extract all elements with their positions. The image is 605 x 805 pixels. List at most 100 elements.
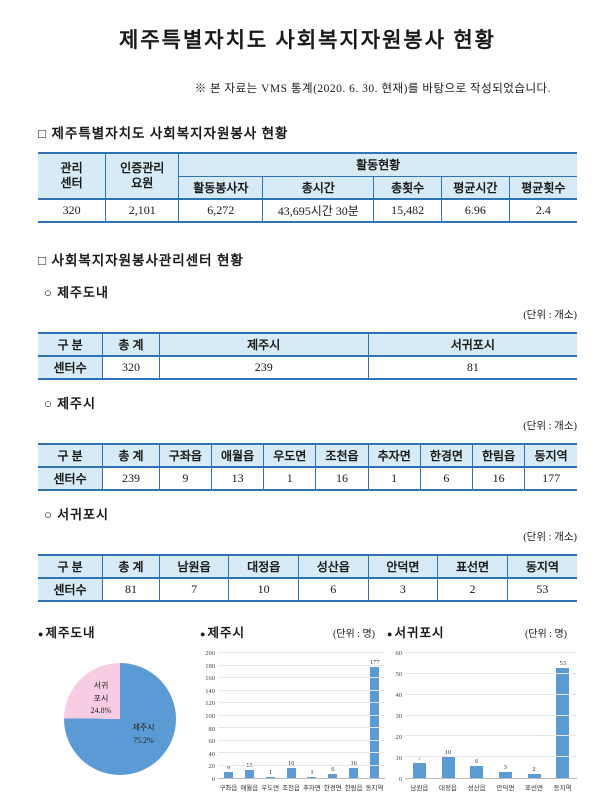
unit-label: (단위 : 개소)	[523, 532, 577, 543]
y-tick-label: 60	[395, 650, 403, 657]
bar-value-label: 10	[444, 749, 452, 757]
pie-label-jeju-city: 제주시 75.2%	[132, 723, 155, 746]
table-cell: 320	[102, 355, 160, 380]
chart-jeju-island-pie: ● 제주도내 서귀 포시 24.8% 제주시 75.2%	[38, 622, 198, 805]
y-tick-label: 80	[208, 725, 216, 733]
y-tick-label: 60	[208, 738, 216, 746]
bars: 7 10 6 3 2 53	[405, 653, 577, 778]
bar	[527, 773, 541, 778]
x-axis-category-label: 한림읍	[344, 785, 363, 792]
bar	[328, 774, 338, 778]
unit-label: (단위 : 명)	[332, 629, 375, 640]
bar	[244, 769, 254, 778]
x-axis-category-label: 한경면	[323, 785, 342, 792]
subsection-seogwipo-heading: ○ 서귀포시	[44, 507, 109, 522]
x-axis-category-label: 추자면	[302, 785, 321, 792]
table-cell: 13	[210, 466, 265, 491]
column-header: 한림읍	[471, 443, 526, 468]
col-header-active-volunteers: 활동봉사자	[178, 175, 264, 200]
plot-area: 7 10 6 3 2 53	[405, 652, 577, 779]
bar	[556, 667, 570, 778]
y-axis-ticks: 0 20 40 60 80 100 120 140 160 180 200	[200, 650, 218, 783]
gridline	[218, 652, 385, 653]
table-cell: 2	[437, 577, 508, 602]
y-tick-label: 200	[205, 650, 215, 657]
table-cell: 1	[263, 466, 317, 491]
bar	[349, 768, 359, 778]
gridline	[405, 714, 577, 716]
column-header: 제주시	[158, 332, 369, 357]
y-tick-label: 40	[208, 750, 216, 758]
col-header-management-center: 관리 센터	[38, 152, 107, 200]
y-tick-label: 20	[208, 763, 216, 771]
table-cell: 3	[367, 577, 439, 602]
column-header: 구 분	[38, 443, 104, 468]
bar	[286, 768, 296, 778]
bar-value-label: 16	[350, 760, 357, 767]
gridline	[405, 672, 577, 674]
y-tick-label: 10	[395, 755, 403, 763]
pie-chart-title: 제주도내	[45, 626, 96, 640]
table-cell: 239	[158, 355, 369, 380]
bullet-icon: ●	[200, 629, 207, 639]
bar-value-label: 53	[559, 659, 566, 667]
column-header: 한경면	[419, 443, 473, 468]
bar-column: 1	[260, 653, 281, 778]
y-tick-label: 160	[205, 675, 215, 683]
gridline	[218, 752, 385, 753]
x-axis-category-label: 표선면	[525, 785, 543, 792]
bar-value-label: 177	[369, 659, 380, 667]
bar	[223, 772, 233, 778]
x-axis-category-label: 동지역	[553, 785, 572, 792]
x-axis-category-label: 구좌읍	[219, 785, 238, 792]
cell-certified-agents: 2,101	[105, 198, 180, 223]
unit-label: (단위 : 명)	[524, 629, 567, 640]
y-tick-label: 100	[205, 713, 215, 720]
col-header-avg-count: 평균횟수	[508, 175, 577, 200]
bar	[370, 667, 380, 778]
charts-row: ● 제주도내 서귀 포시 24.8% 제주시 75.2% ● 제주시 (단위 :…	[38, 622, 577, 805]
column-header: 우도면	[263, 443, 317, 468]
table-cell: 10	[228, 577, 299, 602]
pie-chart-area: 서귀 포시 24.8% 제주시 75.2%	[38, 653, 198, 805]
bar-column: 6	[462, 653, 491, 778]
bar-chart-title: 제주시	[207, 626, 245, 640]
bar-column: 13	[239, 653, 260, 778]
bar	[265, 777, 275, 778]
row-label: 센터수	[38, 466, 104, 491]
gridline	[218, 714, 385, 716]
column-header: 대정읍	[228, 554, 299, 579]
row-label: 센터수	[38, 577, 104, 602]
bar-column: 16	[343, 653, 364, 778]
pie-label-seogwipo: 서귀 포시 24.8%	[90, 680, 112, 716]
cell-management-center: 320	[38, 198, 107, 223]
table-cell: 7	[158, 577, 230, 602]
chart-jeju-city-bar: ● 제주시 (단위 : 명) 0 20 40 60 80 100 120 140 160 180 2…	[200, 622, 385, 805]
gridline	[218, 702, 385, 703]
column-header: 조천읍	[315, 443, 369, 468]
column-header: 표선면	[437, 554, 508, 579]
gridline	[405, 652, 577, 653]
x-axis-category-label: 안덕면	[496, 785, 515, 792]
source-note: ※ 본 자료는 VMS 통계(2020. 6. 30. 현재)를 바탕으로 작성…	[194, 83, 551, 95]
col-header-total-count: 총횟수	[373, 175, 443, 200]
bar-chart-title: 서귀포시	[394, 626, 445, 640]
bar	[498, 771, 512, 778]
cell-total-count: 15,482	[373, 198, 443, 223]
bar-value-label: 1	[310, 769, 314, 777]
x-axis-category-label: 대정읍	[439, 785, 457, 792]
gridline	[405, 693, 577, 695]
table-cell: 53	[506, 577, 577, 602]
bar-value-label: 7	[417, 755, 421, 763]
column-header: 총 계	[102, 332, 160, 357]
subsection-jeju-city-heading: ○ 제주시	[44, 396, 96, 411]
gridline	[405, 756, 577, 758]
table-cell: 6	[297, 577, 369, 602]
volunteer-summary-table: 관리 센터 인증관리 요원 활동현황 활동봉사자 총시간 총횟수 평균시간 평균…	[38, 152, 577, 223]
bar	[470, 765, 484, 778]
col-header-avg-hours: 평균시간	[441, 175, 510, 200]
gridline	[405, 735, 577, 737]
column-header: 애월읍	[210, 443, 265, 468]
